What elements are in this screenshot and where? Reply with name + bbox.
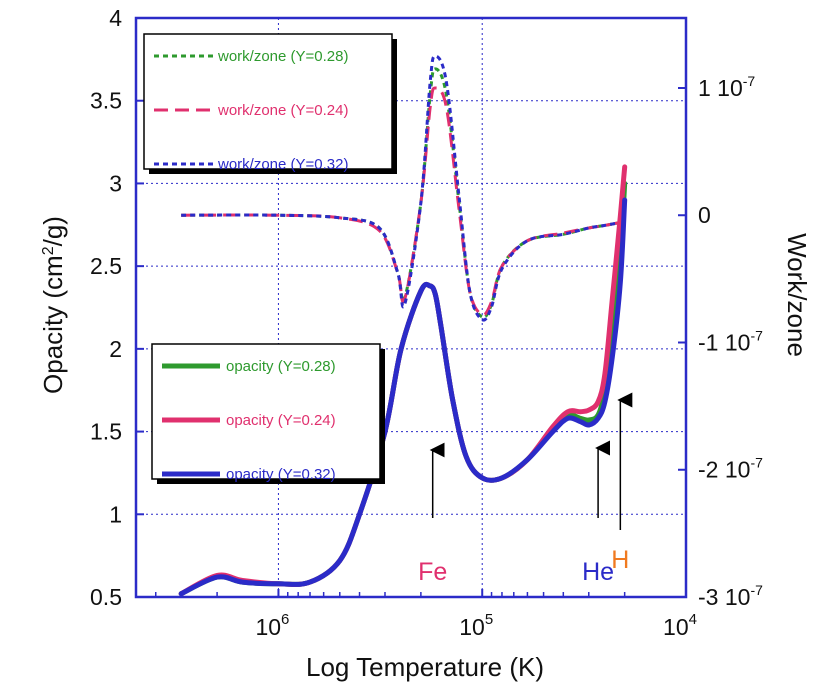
y-left-tick-label: 0.5 [90, 584, 122, 610]
series-layer [178, 54, 628, 597]
y-right-tick-label: 0 [698, 202, 711, 228]
series-opacity-y-0-32 [178, 197, 628, 597]
x-axis-label: Log Temperature (K) [306, 652, 544, 682]
x-tick-label: 105 [459, 611, 493, 640]
y-left-tick-label: 2 [109, 336, 122, 362]
y-right-tick-label: -3 10-7 [698, 582, 763, 610]
legend-label: opacity (Y=0.32) [226, 466, 336, 483]
y-axis-label-right: Work/zone [782, 233, 812, 357]
legend-work-zone: work/zone (Y=0.28) work/zone (Y=0.24) work… [143, 33, 397, 174]
tick-labels: 0.5 1 1.5 2 2.5 3 3.5 4 106 105 104 1 10-7 0 -1 10-7 -… [90, 5, 763, 640]
y-left-tick-label: 3.5 [90, 88, 122, 114]
legend-label: work/zone (Y=0.28) [217, 48, 348, 65]
annotation-he: He [582, 558, 614, 586]
legend-label: opacity (Y=0.28) [226, 358, 336, 375]
y-left-tick-label: 3 [109, 170, 122, 196]
legend-label: opacity (Y=0.24) [226, 412, 336, 429]
annotations: Fe HeH [418, 392, 633, 586]
y-axis-label-left: Opacity (cm2/g) [38, 216, 68, 394]
y-left-tick-label: 4 [109, 5, 122, 31]
legend-opacity: opacity (Y=0.28) opacity (Y=0.24) opacity … [151, 343, 385, 484]
legends: work/zone (Y=0.28) work/zone (Y=0.24) work… [143, 33, 397, 484]
y-left-tick-label: 1 [109, 501, 122, 527]
y-left-tick-label: 1.5 [90, 419, 122, 445]
plot-frame [134, 16, 688, 599]
annotation-fe: Fe [418, 558, 447, 586]
y-left-tick-label: 2.5 [90, 253, 122, 279]
plot-border [134, 16, 688, 599]
annotation-h: H [611, 546, 629, 574]
y-right-tick-label: -2 10-7 [698, 455, 763, 483]
x-tick-label: 106 [255, 611, 289, 640]
series-work-zone-y-0-32 [181, 54, 625, 322]
x-tick-label: 104 [663, 611, 697, 640]
y-right-tick-label: 1 10-7 [698, 73, 755, 101]
legend-label: work/zone (Y=0.32) [217, 156, 348, 173]
y-right-tick-label: -1 10-7 [698, 327, 763, 355]
legend-label: work/zone (Y=0.24) [217, 102, 348, 119]
